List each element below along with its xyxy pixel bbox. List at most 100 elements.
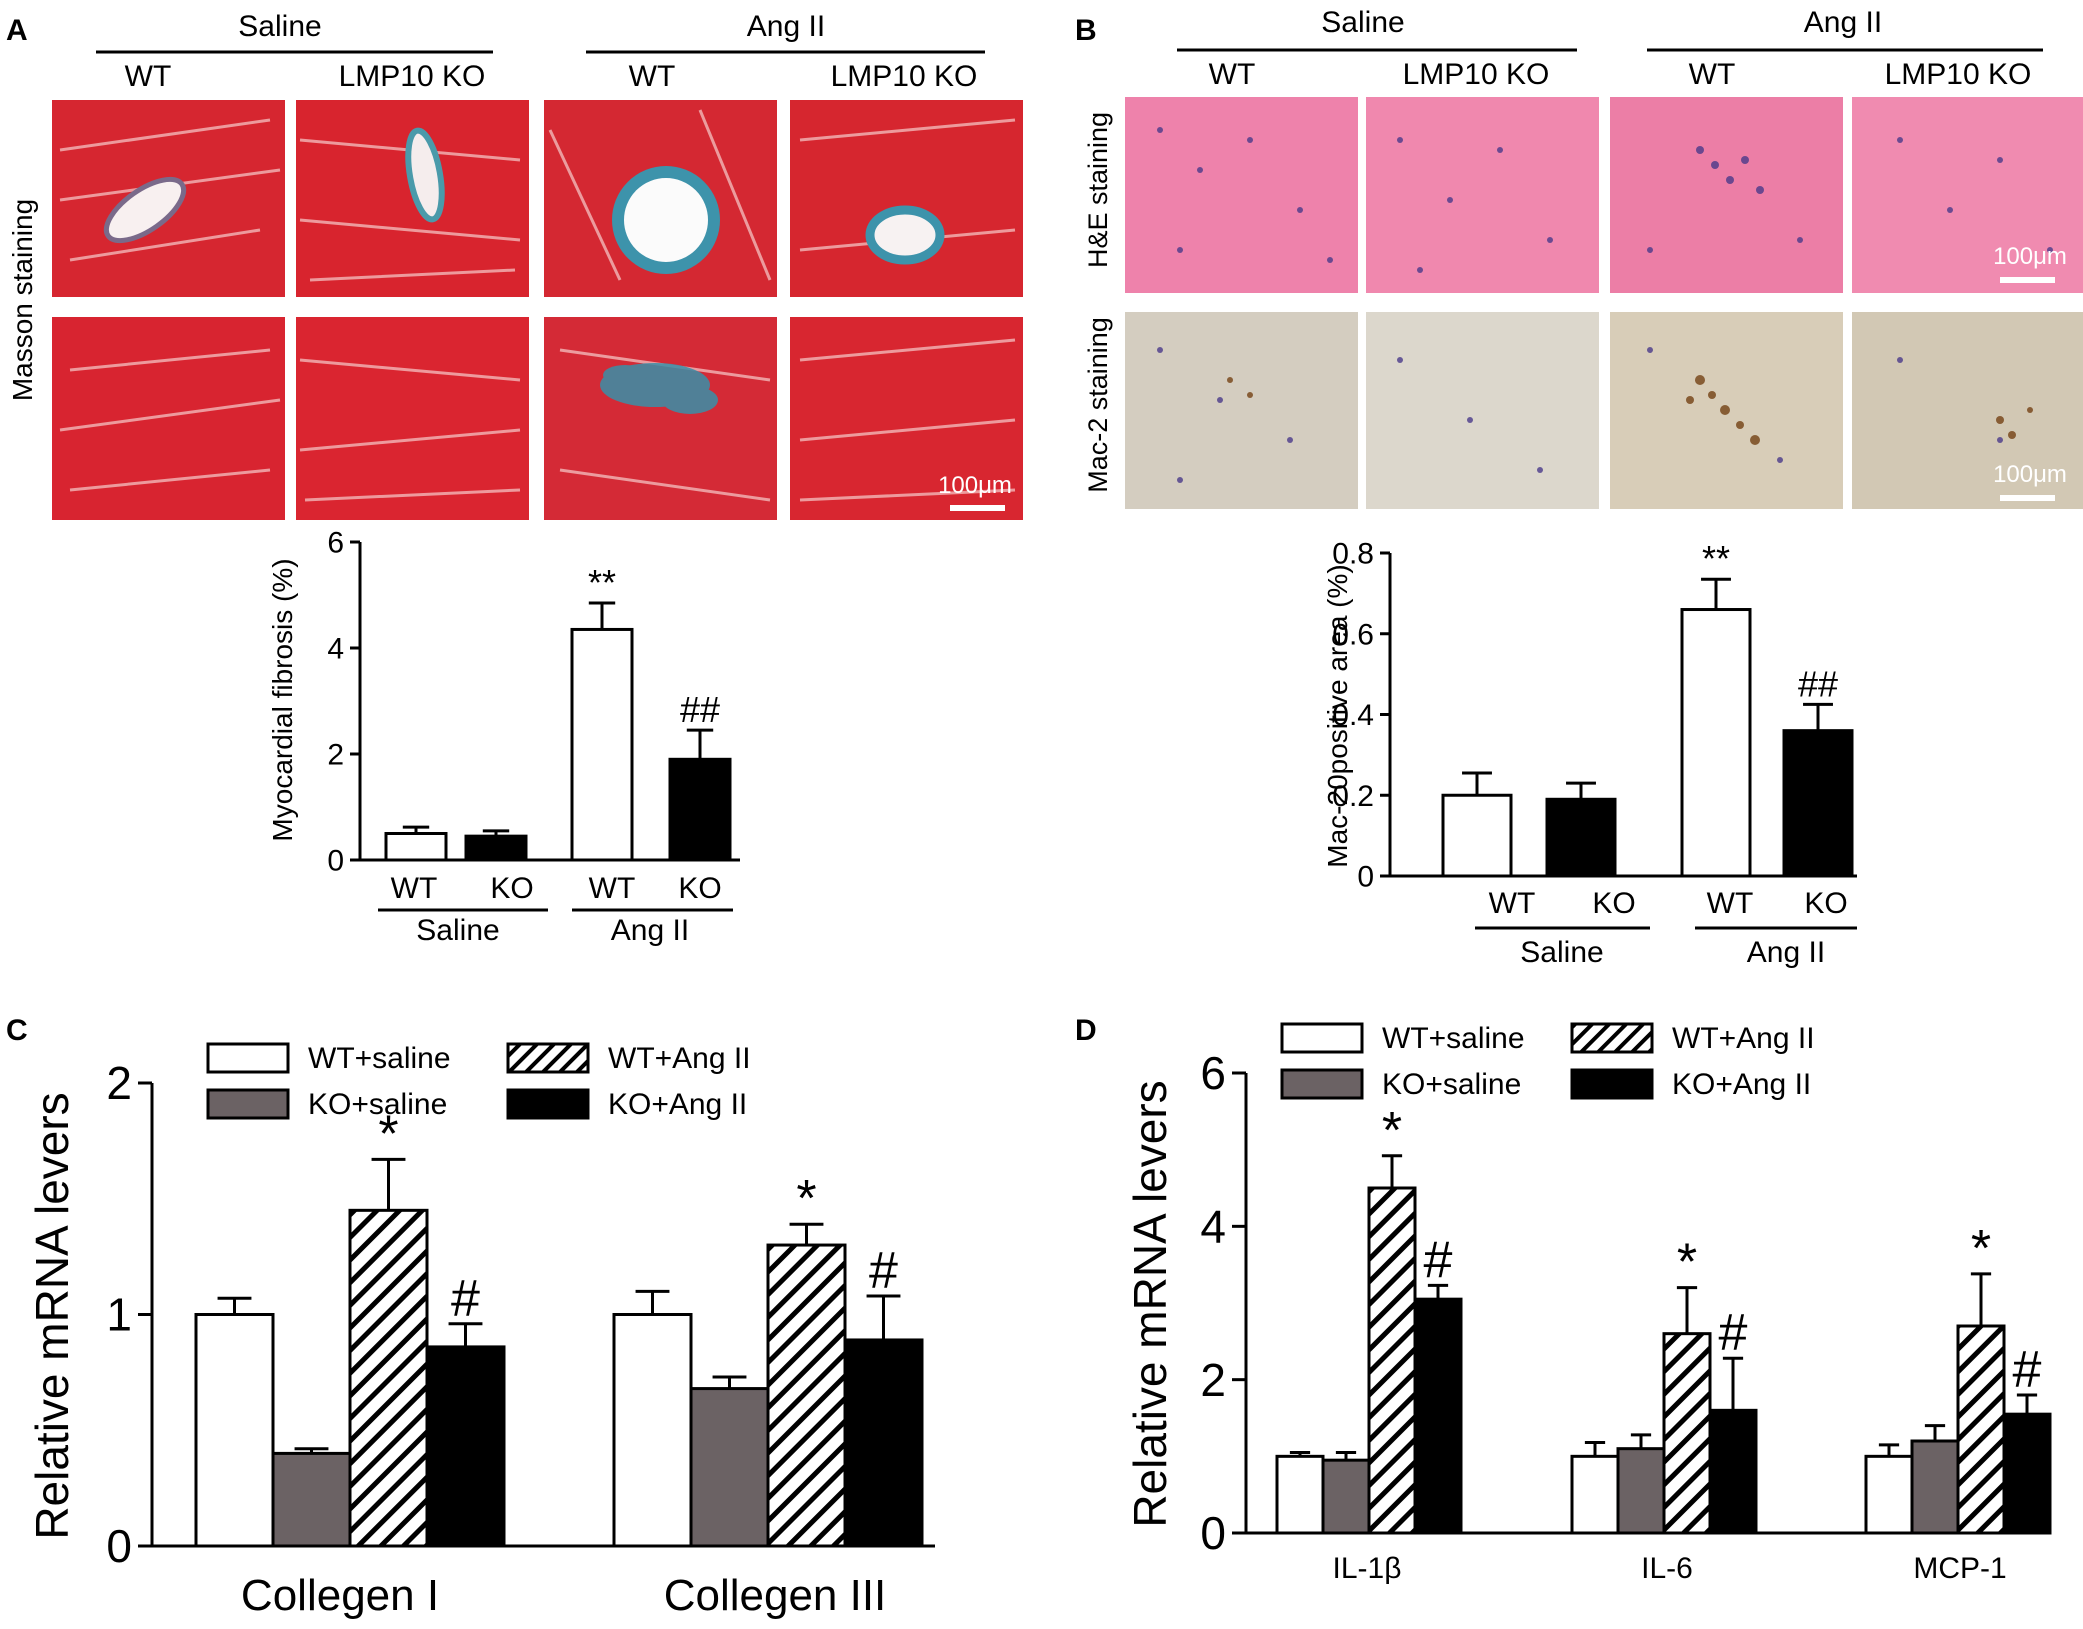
micrograph-tile xyxy=(1610,97,1843,293)
bar xyxy=(2002,1412,2052,1535)
y-tick-label: 6 xyxy=(327,527,344,560)
y-tick-label: 0.2 xyxy=(1332,780,1374,813)
y-tick-label: 0 xyxy=(1357,861,1374,894)
mac2-positive-cells xyxy=(1227,375,2033,445)
legend-label: KO+Ang II xyxy=(1672,1068,1811,1101)
bar xyxy=(1545,797,1617,878)
panel-a-micrographs: 100μm xyxy=(52,100,1023,520)
row-label: H&E staining xyxy=(1083,112,1113,268)
y-axis-label: Mac-20positive area (%) xyxy=(1322,564,1353,867)
micrograph-tile xyxy=(1125,97,1358,293)
group-label: Ang II xyxy=(1747,936,1825,969)
bar xyxy=(1570,1454,1620,1535)
x-tick-label: IL-6 xyxy=(1641,1552,1693,1585)
subgroup-label: WT xyxy=(629,60,676,93)
y-axis-label: Relative mRNA levers xyxy=(26,1092,78,1539)
bar xyxy=(1616,1447,1666,1535)
bar xyxy=(1413,1297,1463,1535)
bar xyxy=(1864,1454,1914,1535)
panel-label-b: B xyxy=(1075,14,1097,47)
y-tick-label: 0.6 xyxy=(1332,618,1374,651)
subgroup-label: LMP10 KO xyxy=(339,60,486,93)
x-tick-label: KO xyxy=(1804,887,1847,920)
micrograph-tile xyxy=(1125,312,1358,509)
subgroup-label: WT xyxy=(125,60,172,93)
vessel xyxy=(612,166,720,274)
y-tick-label: 0 xyxy=(1200,1507,1226,1559)
group-label: Saline xyxy=(1321,6,1404,39)
y-axis-label: Myocardial fibrosis (%) xyxy=(267,558,298,841)
scale-bar-label: 100μm xyxy=(1993,461,2067,488)
micrograph-tile xyxy=(1366,312,1599,509)
significance-marker: # xyxy=(451,1270,480,1328)
vessel xyxy=(103,176,187,244)
chart-b: Mac-20positive area (%) 0 0.2 0.4 0.6 0.8 **… xyxy=(1322,538,1857,969)
x-tick-label: WT xyxy=(1489,887,1536,920)
y-tick-label: 0.8 xyxy=(1332,538,1374,571)
significance-marker: * xyxy=(796,1170,816,1228)
chart-d: Relative mRNA levers 0 2 4 6 * # * # * # WT+sali… xyxy=(1124,1022,2052,1585)
legend-label: WT+saline xyxy=(1382,1022,1525,1055)
significance-marker: * xyxy=(1971,1220,1991,1278)
bar xyxy=(425,1345,506,1548)
bar xyxy=(1910,1439,1960,1535)
chart-c: Relative mRNA levers 0 1 2 * # * # WT+saline K… xyxy=(26,1042,935,1620)
bar xyxy=(1956,1324,2006,1535)
micrograph-tile xyxy=(296,317,529,520)
x-tick-label: Collegen III xyxy=(664,1571,887,1620)
x-tick-label: WT xyxy=(391,872,438,905)
legend-swatch xyxy=(1570,1022,1654,1054)
significance-marker: ## xyxy=(680,689,720,730)
subgroup-label: LMP10 KO xyxy=(1885,58,2032,91)
x-tick-label: Collegen I xyxy=(241,1571,439,1620)
y-tick-label: 0 xyxy=(327,845,344,878)
micrograph-tile xyxy=(1852,312,2083,509)
micrograph-tile xyxy=(52,317,285,520)
significance-marker: # xyxy=(1424,1231,1453,1289)
significance-marker: # xyxy=(1719,1304,1748,1362)
scale-bar xyxy=(950,505,1005,511)
x-tick-label: KO xyxy=(678,872,721,905)
subgroup-label: LMP10 KO xyxy=(831,60,978,93)
y-tick-label: 4 xyxy=(327,633,344,666)
subgroup-label: LMP10 KO xyxy=(1403,58,1550,91)
bar xyxy=(271,1451,352,1548)
vessel xyxy=(865,205,945,265)
legend-label: WT+saline xyxy=(308,1042,451,1075)
legend-swatch xyxy=(1570,1068,1654,1100)
micrograph-tile xyxy=(544,317,777,520)
panel-label-c: C xyxy=(6,1014,28,1047)
group-label: Saline xyxy=(238,10,321,43)
legend-swatch xyxy=(506,1042,590,1074)
y-tick-label: 6 xyxy=(1200,1047,1226,1099)
subgroup-label: WT xyxy=(1689,58,1736,91)
x-tick-label: WT xyxy=(589,872,636,905)
collagen-patch xyxy=(600,363,718,414)
bar xyxy=(612,1313,693,1548)
x-tick-label: IL-1β xyxy=(1333,1552,1402,1585)
bar xyxy=(570,627,634,862)
bar xyxy=(1662,1332,1712,1535)
significance-marker: ## xyxy=(1798,663,1838,704)
y-axis-label: Relative mRNA levers xyxy=(1124,1080,1176,1527)
y-tick-label: 4 xyxy=(1200,1200,1226,1252)
legend-label: KO+Ang II xyxy=(608,1088,747,1121)
x-tick-label: WT xyxy=(1707,887,1754,920)
panel-label-a: A xyxy=(6,14,28,47)
bar xyxy=(668,757,732,862)
scale-bar-label: 100μm xyxy=(938,472,1012,499)
significance-marker: ** xyxy=(588,562,616,603)
legend-swatch xyxy=(1280,1068,1364,1100)
bar xyxy=(1680,608,1752,878)
significance-marker: # xyxy=(869,1242,898,1300)
row-label: Masson staining xyxy=(7,199,38,401)
significance-marker: ** xyxy=(1702,538,1730,579)
legend-label: KO+saline xyxy=(1382,1068,1521,1101)
row-label: Mac-2 staining xyxy=(1083,317,1113,493)
bar xyxy=(464,834,528,862)
bar xyxy=(689,1387,770,1548)
legend-swatch xyxy=(206,1088,290,1120)
bar xyxy=(766,1243,847,1548)
bar xyxy=(843,1338,924,1548)
